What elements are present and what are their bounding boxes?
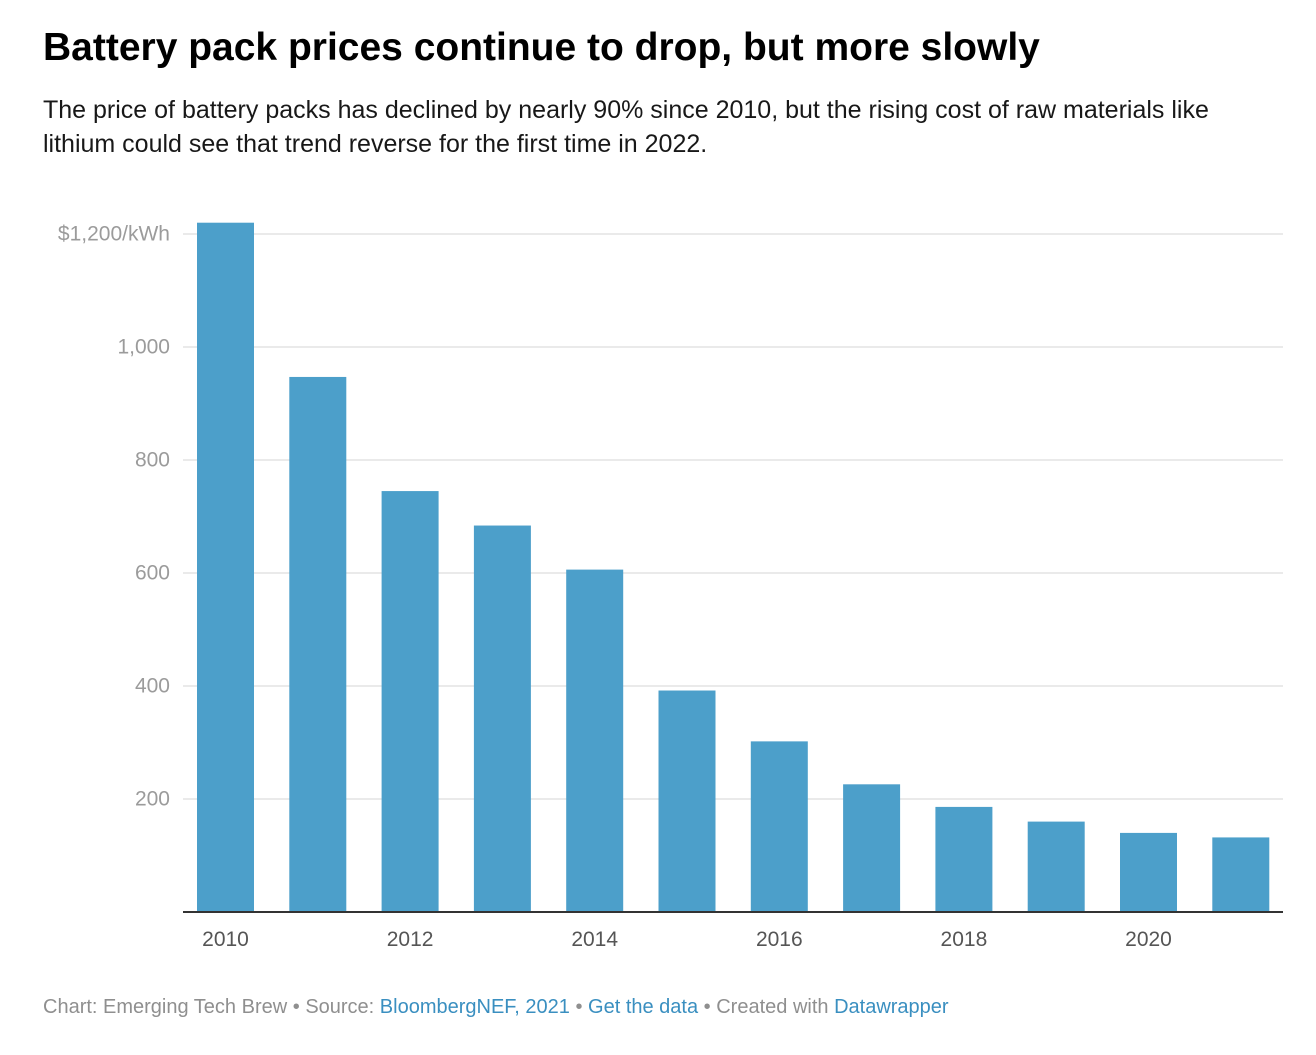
datawrapper-link[interactable]: Datawrapper: [834, 996, 949, 1018]
source-link[interactable]: BloombergNEF, 2021: [379, 996, 570, 1018]
y-tick-label: 1,000: [117, 336, 170, 359]
x-tick-label: 2018: [941, 928, 988, 951]
footer-credit: Chart: Emerging Tech Brew: [43, 996, 288, 1018]
x-tick-label: 2020: [1125, 928, 1172, 951]
footer-created-label: Created with: [716, 996, 835, 1018]
x-tick-label: 2012: [387, 928, 434, 951]
chart-subtitle: The price of battery packs has declined …: [43, 96, 1209, 158]
bar-2010: [197, 222, 254, 912]
y-tick-label: 600: [135, 562, 170, 585]
gridlines: [183, 233, 1283, 800]
bar-2015: [658, 690, 716, 912]
y-tick-label: 800: [135, 449, 170, 472]
axes: 200 400 600 800 1,000 $1,200/kWh 2010 2012 2014 2…: [58, 223, 1283, 951]
y-tick-label: $1,200/kWh: [58, 223, 170, 246]
x-tick-label: 2016: [756, 928, 803, 951]
x-tick-label: 2014: [571, 928, 618, 951]
bar-2014: [566, 569, 624, 912]
bar-2019: [1027, 821, 1085, 912]
y-tick-label: 200: [135, 788, 170, 811]
bars: [197, 222, 1270, 912]
bar-2021: [1212, 837, 1270, 912]
chart-footer: Chart: Emerging Tech Brew • Source: Bloo…: [43, 993, 949, 1021]
footer-separator: •: [287, 996, 306, 1018]
footer-source-label: Source:: [305, 996, 380, 1018]
footer-separator: •: [569, 996, 589, 1018]
bar-2020: [1120, 832, 1177, 912]
bar-2012: [381, 491, 439, 912]
bar-chart: 200 400 600 800 1,000 $1,200/kWh 2010 2012 2014 2…: [58, 222, 1283, 951]
chart-title: Battery pack prices continue to drop, bu…: [43, 26, 1040, 69]
bar-2016: [750, 741, 808, 912]
bar-2018: [935, 806, 993, 912]
x-tick-label: 2010: [202, 928, 249, 951]
bar-2011: [289, 376, 347, 912]
footer-separator: •: [698, 996, 717, 1018]
y-tick-label: 400: [135, 675, 170, 698]
get-the-data-link[interactable]: Get the data: [588, 996, 699, 1018]
bar-2017: [843, 784, 901, 912]
bar-2013: [473, 525, 531, 912]
